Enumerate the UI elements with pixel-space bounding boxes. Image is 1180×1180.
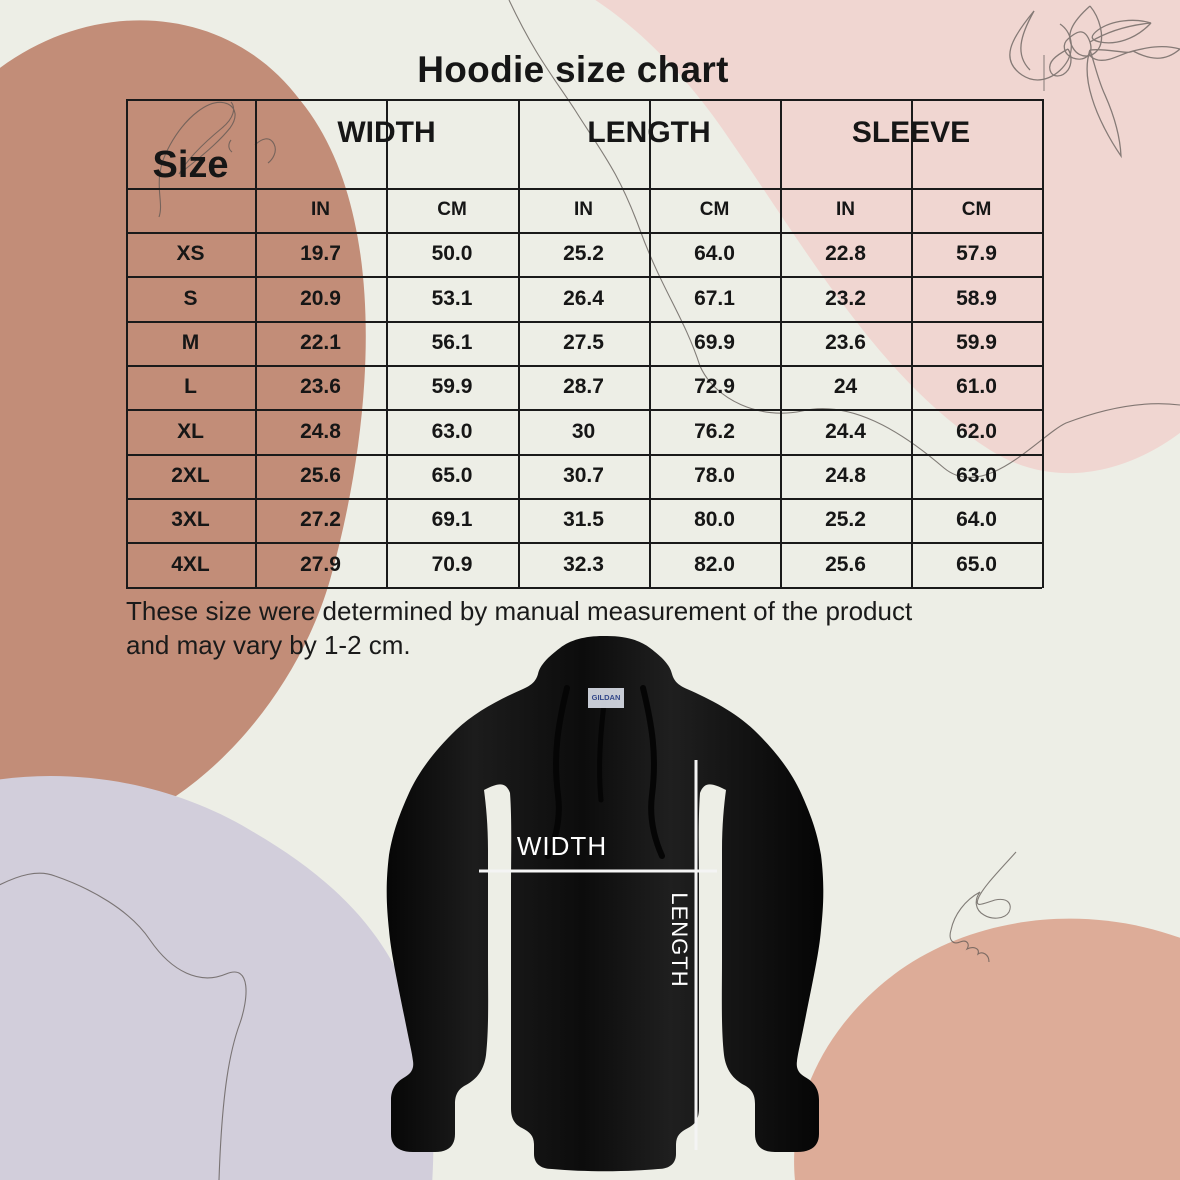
svg-text:LENGTH: LENGTH [667, 892, 692, 987]
svg-text:GILDAN: GILDAN [592, 693, 621, 702]
svg-text:WIDTH: WIDTH [517, 831, 607, 861]
